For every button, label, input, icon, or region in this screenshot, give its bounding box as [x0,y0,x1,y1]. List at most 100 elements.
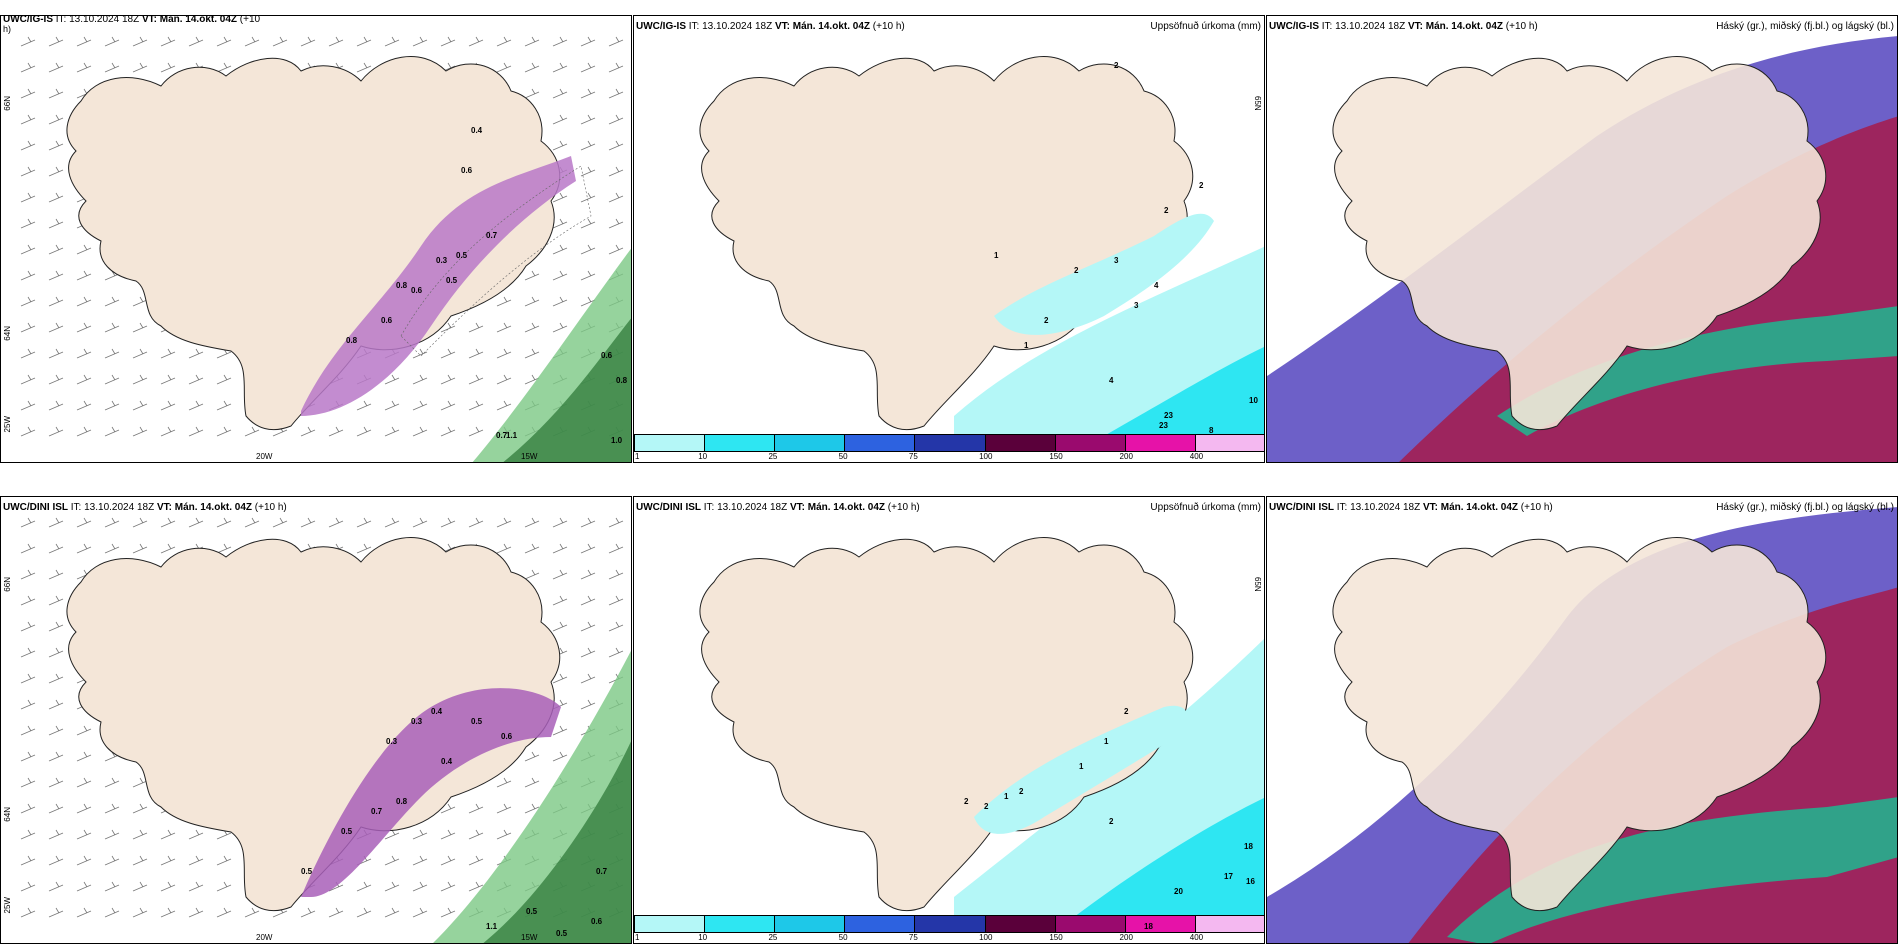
colorbar-swatch [845,435,916,451]
wind-barb [244,426,260,437]
sea-precip-green-dark [503,318,631,462]
field-value-label: 0.5 [556,929,568,938]
colorbar-tick-label: 100 [979,452,993,461]
model-name: UWC/DINI ISL [1269,502,1334,513]
wind-barb [48,517,64,528]
field-value-label: 0.5 [446,276,458,285]
field-value-label: 0.7 [496,431,508,440]
colorbar-tick-label: 75 [908,452,918,461]
colorbar-swatch [915,435,986,451]
wind-barb [552,621,568,632]
wind-barb [20,270,36,281]
wind-barb [608,114,624,125]
wind-barb [48,426,64,437]
colorbar-swatch [775,916,846,932]
wind-barb [216,907,232,918]
wind-barb [384,426,400,437]
colorbar [634,915,1264,933]
wind-barb [48,621,64,632]
wind-barb [440,36,456,47]
colorbar-tick-label: 150 [1049,452,1063,461]
wind-barb [524,348,540,359]
field-value-label: 0.8 [396,797,408,806]
wind-barb [216,36,232,47]
wind-barb [412,400,428,411]
wind-barb [608,621,624,632]
valid-time: Mán. 14.okt. 04Z [174,502,252,513]
wind-barb [48,881,64,892]
wind-barb [608,517,624,528]
wind-barb [76,777,92,788]
wind-barb [580,114,596,125]
wind-barb [552,725,568,736]
map-r2-right [1267,497,1897,943]
init-time: IT: 13.10.2024 18Z [1336,502,1421,513]
field-value-label: 23 [1164,411,1173,420]
wind-barb [132,374,148,385]
wind-barb [20,647,36,658]
wind-barb [216,881,232,892]
wind-barb [76,517,92,528]
wind-barb [524,374,540,385]
wind-barb [272,36,288,47]
wind-barb [496,374,512,385]
wind-barb [104,374,120,385]
wind-barb [552,322,568,333]
wind-barb [580,673,596,684]
init-time: IT: 13.10.2024 18Z [70,502,155,513]
model-name: UWC/DINI ISL [636,502,701,513]
wind-barb [580,517,596,528]
sea-accum [1074,797,1264,917]
wind-barb [384,907,400,918]
lead-time: (+10 h) [872,21,905,32]
lat-label: 66N [3,577,12,592]
wind-barb [20,751,36,762]
wind-barb [496,803,512,814]
wind-barb [524,36,540,47]
wind-barb [496,517,512,528]
wind-barb [524,543,540,554]
wind-barb [48,855,64,866]
wind-barb [608,543,624,554]
wind-barb [216,543,232,554]
colorbar-swatch [1125,916,1196,932]
wind-barb [412,855,428,866]
wind-barb [552,244,568,255]
model-name: UWC/IG-IS [636,21,686,32]
colorbar-swatch [1055,916,1126,932]
wind-barb [48,218,64,229]
wind-barb [188,426,204,437]
wind-barb [608,647,624,658]
wind-barb [244,36,260,47]
wind-barb [412,829,428,840]
wind-barb [48,374,64,385]
wind-barb [20,595,36,606]
valid-time-label: VT: [774,21,790,32]
wind-barb [356,62,372,73]
init-time: IT: 13.10.2024 18Z [703,502,788,513]
wind-barb [580,166,596,177]
wind-barb [552,270,568,281]
wind-barb [20,166,36,177]
wind-barb [524,62,540,73]
valid-time: Mán. 14.okt. 04Z [159,15,237,25]
wind-barb [20,140,36,151]
wind-barb [440,829,456,840]
wind-barb [440,426,456,437]
wind-barb [48,673,64,684]
field-value-label: 2 [964,797,969,806]
wind-barb [468,400,484,411]
wind-barb [188,855,204,866]
field-value-label: 1.0 [611,436,623,445]
wind-barb [104,348,120,359]
colorbar-swatch [985,435,1056,451]
wind-barb [104,36,120,47]
map-r1-right [1267,16,1897,462]
wind-barb [608,569,624,580]
valid-time-label: VT: [156,502,172,513]
lat-label: 64N [3,326,12,341]
wind-barb [20,426,36,437]
wind-barb [48,114,64,125]
wind-barb [104,881,120,892]
map-r2-left [1,497,631,943]
